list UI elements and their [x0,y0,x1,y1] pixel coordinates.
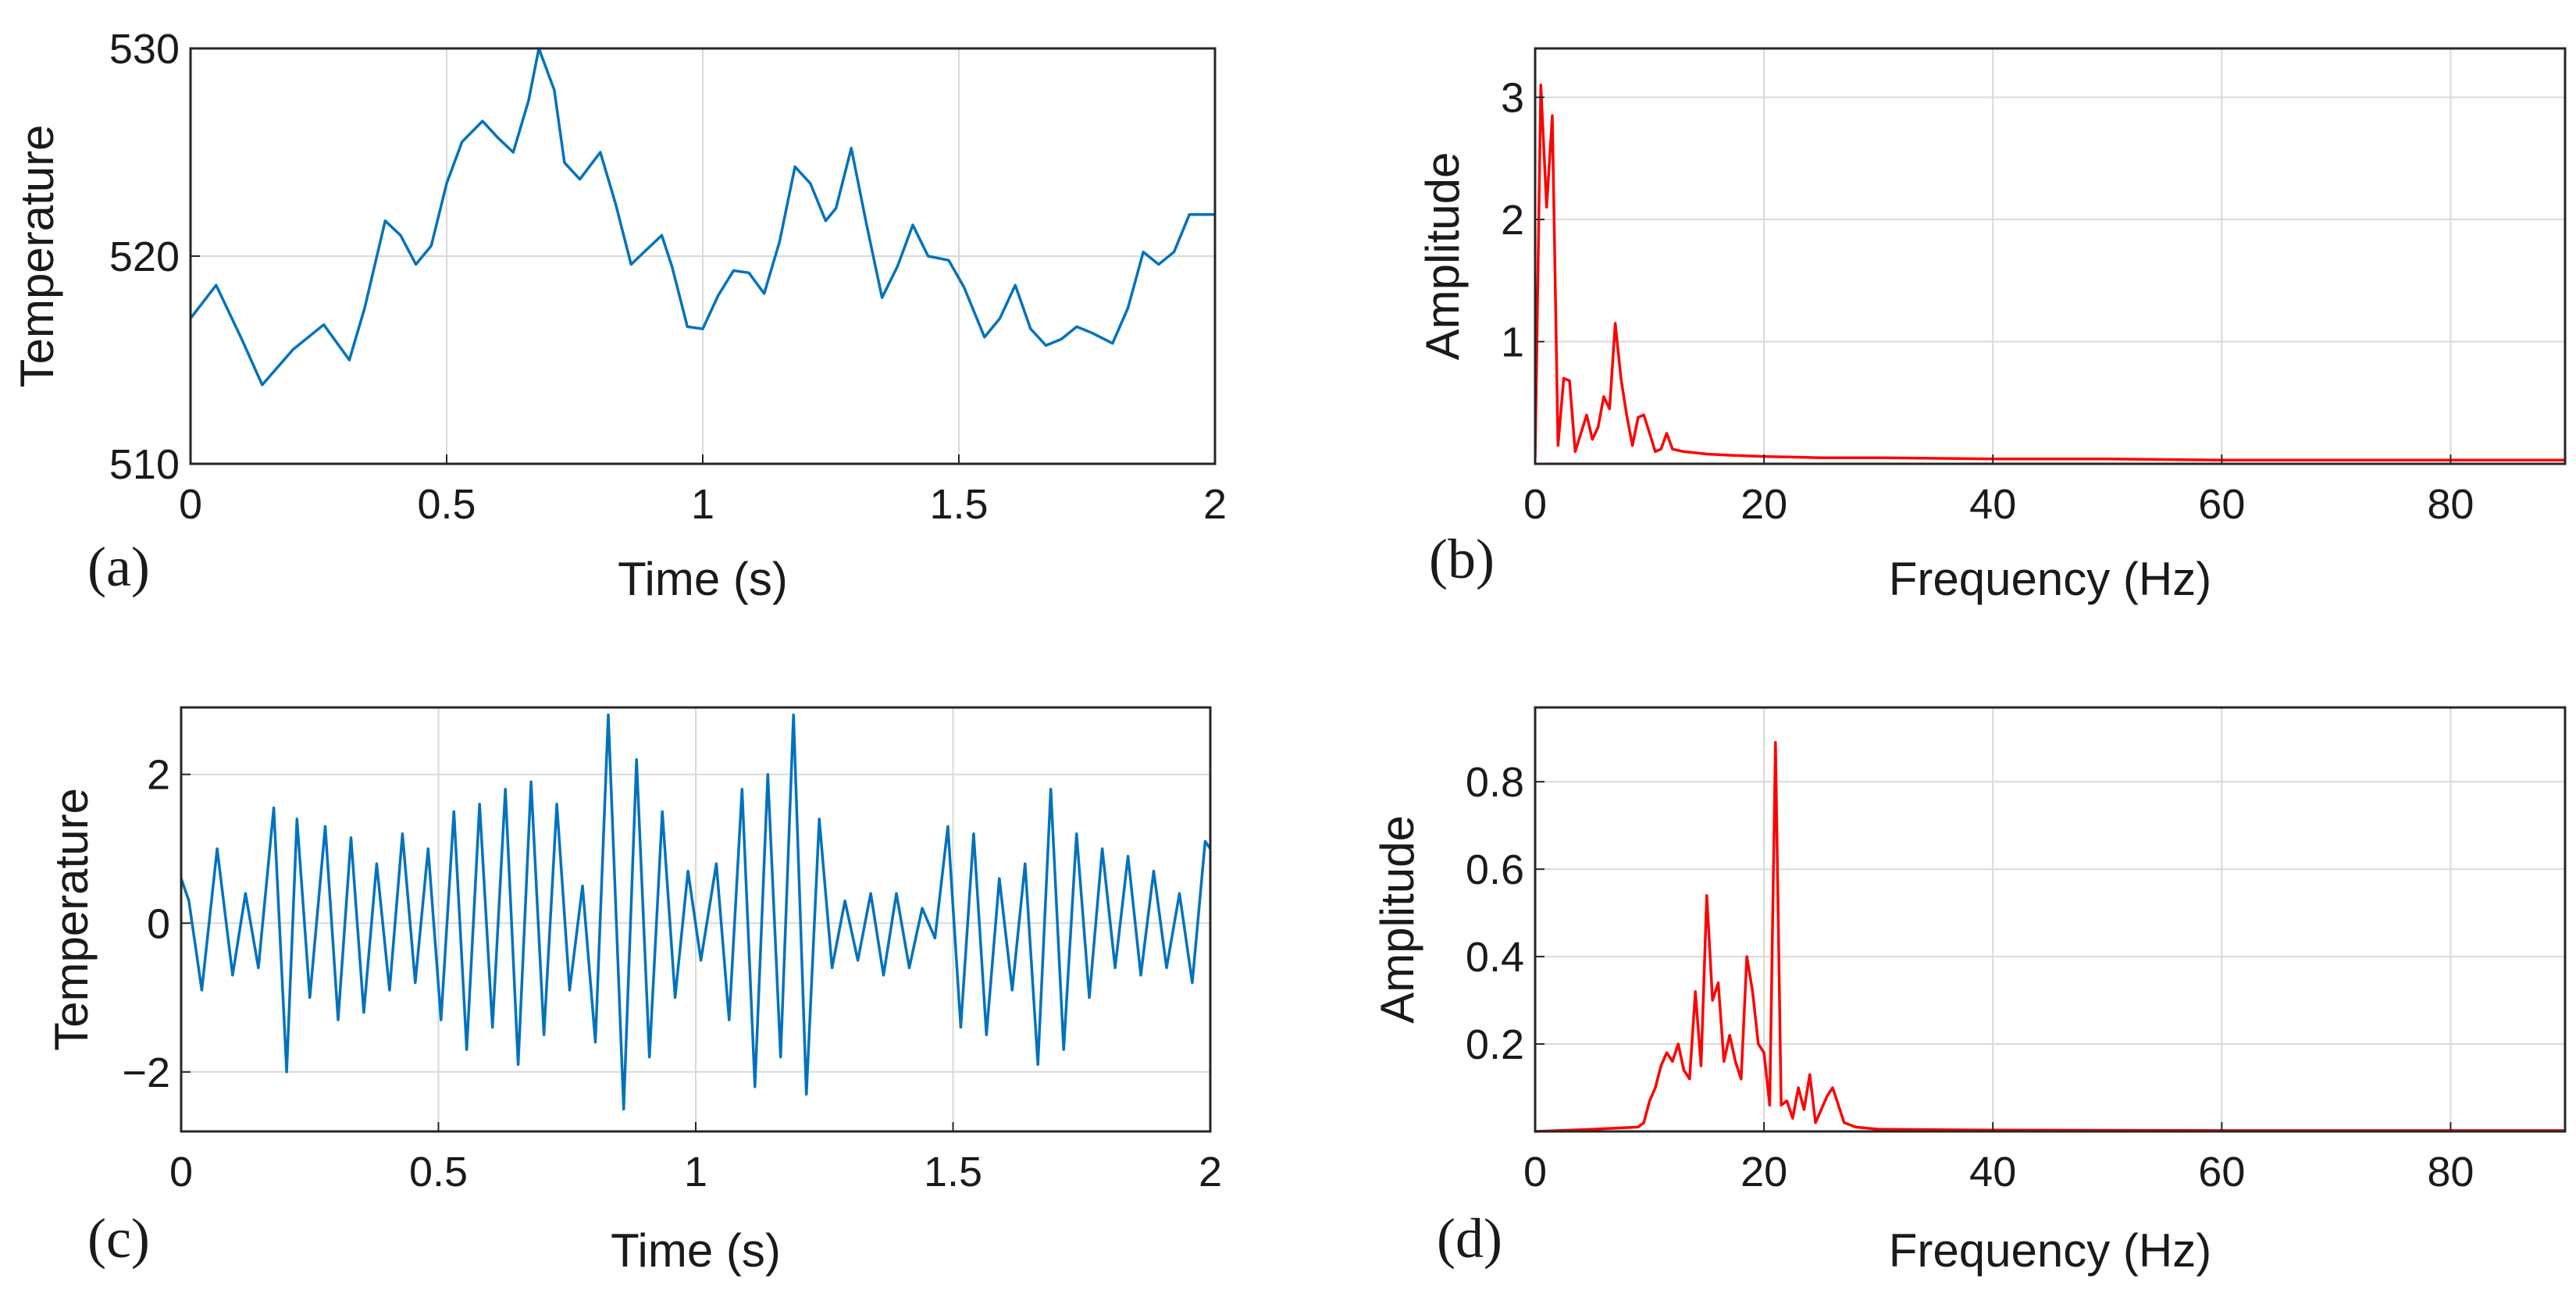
x-tick-label: 1 [691,481,714,528]
x-tick-label: 1 [684,1149,707,1195]
panel-label-a: (a) [87,536,150,598]
series-line-a-temperature [191,47,1215,387]
x-tick-label: 80 [2427,481,2474,528]
plot-area-border [1534,47,2567,465]
chart-panel-a: 0 0.5 1 1.5 2 510 520 530 Time (s) Temperature (a) [11,26,1227,605]
y-tick-label: 0.2 [1466,1021,1524,1068]
y-axis-label: Temperature [45,788,98,1051]
y-tick-label: 0.8 [1466,759,1524,806]
x-tick-label: 1.5 [924,1149,982,1195]
x-tick-label: 2 [1203,481,1227,528]
y-tick-label: 530 [109,26,180,73]
x-axis-label: Time (s) [618,553,788,605]
x-tick-label: 0 [1523,481,1547,528]
chart-panel-c: 0 0.5 1 1.5 2 −2 0 2 Time (s) Temperature (c) [45,706,1222,1277]
x-tick-label: 20 [1740,1149,1787,1195]
x-axis-label: Time (s) [611,1224,781,1277]
x-tick-label: 0.5 [417,481,476,528]
y-tick-label: −2 [122,1049,170,1096]
y-tick-label: 2 [147,752,170,799]
y-tick-label: 3 [1501,75,1524,122]
y-tick-label: 2 [1501,197,1524,244]
x-tick-label: 2 [1199,1149,1222,1195]
series-line-c-filtered [181,713,1210,1111]
x-tick-label: 1.5 [929,481,988,528]
plot-area-border [1534,706,2567,1133]
x-tick-label: 60 [2198,481,2245,528]
series-line-d-spectrum [1535,741,2565,1133]
x-tick-label: 0 [169,1149,193,1195]
y-axis-label: Amplitude [1371,815,1423,1024]
x-tick-label: 80 [2427,1149,2474,1195]
x-tick-label: 60 [2198,1149,2245,1195]
y-tick-label: 510 [109,441,180,488]
x-tick-label: 0.5 [409,1149,468,1195]
x-tick-label: 20 [1740,481,1787,528]
y-axis-label: Temperature [11,125,63,388]
x-tick-label: 0 [179,481,202,528]
y-axis-label: Amplitude [1416,152,1469,361]
y-tick-label: 1 [1501,319,1524,366]
y-tick-label: 0.6 [1466,846,1524,893]
y-tick-label: 520 [109,233,180,280]
panel-label-d: (d) [1437,1207,1502,1270]
panel-label-c: (c) [87,1207,150,1270]
x-tick-label: 40 [1969,481,2016,528]
chart-panel-d: 0 20 40 60 80 0.2 0.4 0.6 0.8 Frequency (Hz) Ampli… [1371,706,2567,1277]
x-tick-label: 0 [1523,1149,1547,1195]
chart-panel-b: 0 20 40 60 80 1 2 3 Frequency (Hz) Amplitude (b) [1416,47,2567,605]
x-axis-label: Frequency (Hz) [1889,1224,2211,1277]
x-axis-label: Frequency (Hz) [1889,553,2211,605]
panel-label-b: (b) [1429,528,1495,590]
y-tick-label: 0 [147,900,170,947]
series-line-b-spectrum [1535,84,2565,462]
y-tick-label: 0.4 [1466,934,1524,981]
x-tick-label: 40 [1969,1149,2016,1195]
